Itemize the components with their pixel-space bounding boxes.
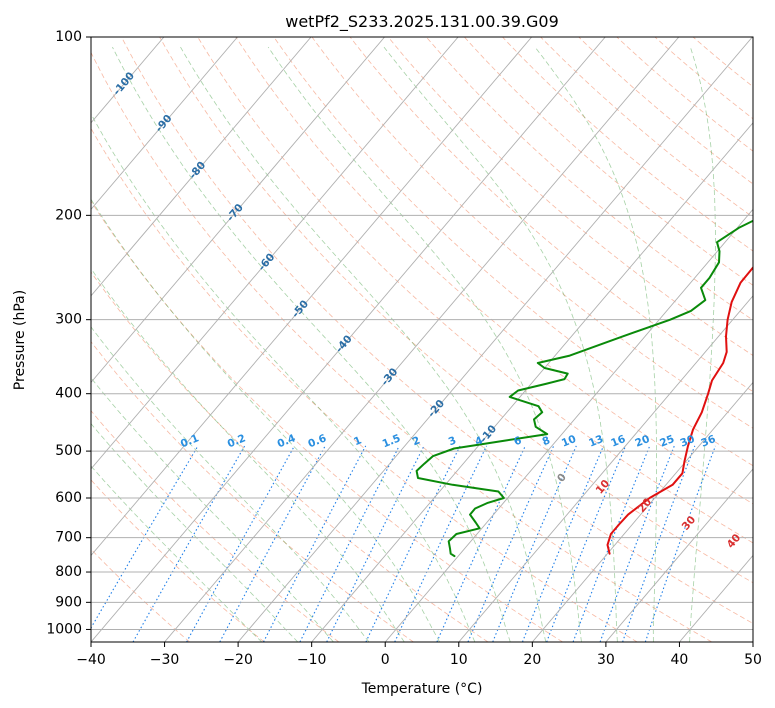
isotherm-line (91, 37, 312, 297)
dry-adiabat-line (91, 200, 563, 642)
mixing-ratio-line (644, 445, 716, 642)
y-tick-label: 900 (55, 594, 82, 610)
x-tick-label: −20 (223, 652, 253, 668)
isotherm-line (91, 37, 606, 642)
mixing-ratio-label: 1 (352, 434, 363, 448)
axes: −40 −30 −20 −10 0 10 20 30 40 50 100 200 300 400 500 60… (46, 29, 762, 668)
x-tick-label: 10 (450, 652, 468, 668)
temperature-profile-line (606, 265, 753, 555)
mixing-ratio-label: 30 (679, 433, 697, 450)
mixing-ratio-label: 36 (699, 433, 717, 450)
moist-adiabat-line (91, 423, 299, 642)
dry-adiabat-line (121, 37, 753, 624)
dry-adiabat-line (311, 37, 753, 429)
mixing-ratio-label: 6 (512, 434, 523, 448)
dry-adiabat-line (235, 37, 753, 505)
x-tick-label: 0 (381, 652, 390, 668)
isotherm-line (91, 37, 385, 384)
x-tick-label: 40 (671, 652, 689, 668)
isotherm-line (91, 37, 533, 557)
dry-adiabat-line (197, 37, 753, 544)
moist-adiabat-line (91, 267, 405, 642)
moist-adiabat-line (267, 46, 582, 642)
moist-adiabat-line (91, 326, 370, 642)
y-tick-label: 200 (55, 207, 82, 223)
moist-adiabat-line (383, 46, 618, 642)
dry-adiabat-line (349, 37, 753, 393)
dry-adiabat-line (91, 341, 414, 642)
y-axis-title: Pressure (hPa) (12, 290, 28, 390)
y-tick-label: 500 (55, 443, 82, 459)
mixing-ratio-label: 8 (541, 434, 552, 448)
dewpoint-profile-line (415, 219, 753, 558)
dry-adiabat-line (502, 37, 753, 252)
chart-title: wetPf2_S233.2025.131.00.39.G09 (285, 12, 559, 32)
dry-adiabat-line (91, 51, 712, 642)
isotherm-line (605, 468, 753, 642)
dry-adiabat-line (159, 37, 753, 584)
mixing-ratio-line (492, 445, 577, 642)
mixing-ratio-label: 20 (633, 433, 651, 450)
y-tick-label: 300 (55, 312, 82, 328)
mixing-ratio-line (599, 445, 675, 642)
background-lines (91, 37, 753, 642)
mixing-ratio-label: 2 (411, 434, 422, 448)
x-tick-label: −30 (150, 652, 180, 668)
plot-frame (90, 36, 754, 643)
x-tick-label: −40 (76, 652, 106, 668)
mixing-ratio-line (467, 445, 555, 642)
x-tick-label: −10 (297, 652, 327, 668)
mixing-ratio-line (91, 445, 199, 629)
mixing-ratio-label: 3 (447, 434, 458, 448)
dry-adiabat-line (91, 127, 638, 642)
mixing-ratio-line (186, 445, 295, 642)
mixing-ratio-label: 16 (609, 433, 627, 450)
isotherm-line (237, 37, 753, 642)
mixing-ratio-line (299, 445, 400, 642)
dry-adiabat-line (578, 37, 753, 185)
dry-adiabat-line (425, 37, 753, 321)
isotherm-line (91, 37, 238, 211)
mixing-ratio-label: 25 (658, 433, 676, 450)
mixing-ratio-line (326, 445, 425, 642)
isotherm-line (164, 37, 680, 642)
x-tick-label: 30 (597, 652, 615, 668)
y-tick-label: 1000 (46, 621, 82, 637)
isotherm-line (458, 295, 753, 642)
dry-adiabat-line (91, 479, 265, 642)
y-tick-label: 100 (55, 29, 82, 45)
y-tick-label: 600 (55, 490, 82, 506)
isotherm-line (531, 381, 753, 642)
isotherm-line (311, 122, 753, 642)
y-tick-label: 400 (55, 386, 82, 402)
isotherm-line (384, 208, 753, 642)
moist-adiabat-line (91, 377, 334, 642)
mixing-ratio-line (365, 445, 461, 642)
mixing-ratio-label: 4 (473, 434, 484, 448)
isotherm-line (91, 37, 459, 470)
data-series (415, 219, 753, 558)
x-tick-label: 20 (523, 652, 541, 668)
moist-adiabat-line (534, 46, 657, 642)
moist-adiabat-line (91, 198, 440, 642)
moist-adiabat-line (112, 46, 511, 642)
x-tick-label: 50 (744, 652, 762, 668)
mixing-ratio-label: 10 (560, 433, 578, 450)
mixing-ratio-line (572, 445, 651, 642)
y-tick-label: 700 (55, 530, 82, 546)
mixing-ratio-label: 13 (587, 433, 605, 450)
moist-adiabat-line (91, 465, 263, 642)
mixing-ratio-line (622, 445, 696, 642)
x-axis-title: Temperature (°C) (361, 681, 483, 697)
moist-adiabat-line (180, 46, 547, 642)
y-tick-label: 800 (55, 564, 82, 580)
moist-adiabat-line (91, 113, 476, 642)
